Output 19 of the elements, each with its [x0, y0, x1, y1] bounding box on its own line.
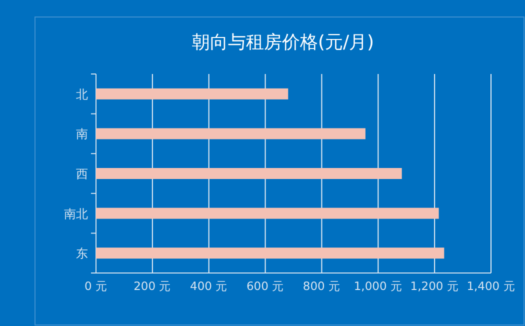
bar: [96, 208, 439, 219]
y-tick-label: 南: [76, 127, 88, 142]
x-tick-label: 800 元: [302, 279, 341, 293]
y-tick-label: 北: [76, 87, 88, 102]
x-tick-label: 0 元: [84, 279, 108, 293]
bar: [96, 88, 288, 100]
bar: [96, 248, 444, 259]
y-tick-label: 南北: [64, 206, 88, 221]
bar: [96, 128, 366, 140]
y-tick-label: 东: [76, 246, 88, 261]
bar: [96, 168, 402, 179]
y-tick-label: 西: [76, 167, 88, 181]
x-tick-label: 1,200 元: [410, 279, 459, 293]
x-tick-label: 200 元: [134, 279, 172, 293]
x-tick-label: 600 元: [246, 279, 284, 293]
x-tick-label: 1,000 元: [354, 279, 402, 293]
x-tick-label: 1,400 元: [466, 279, 516, 293]
chart-title: 朝向与租房价格(元/月): [192, 32, 374, 53]
x-tick-label: 400 元: [190, 279, 228, 293]
